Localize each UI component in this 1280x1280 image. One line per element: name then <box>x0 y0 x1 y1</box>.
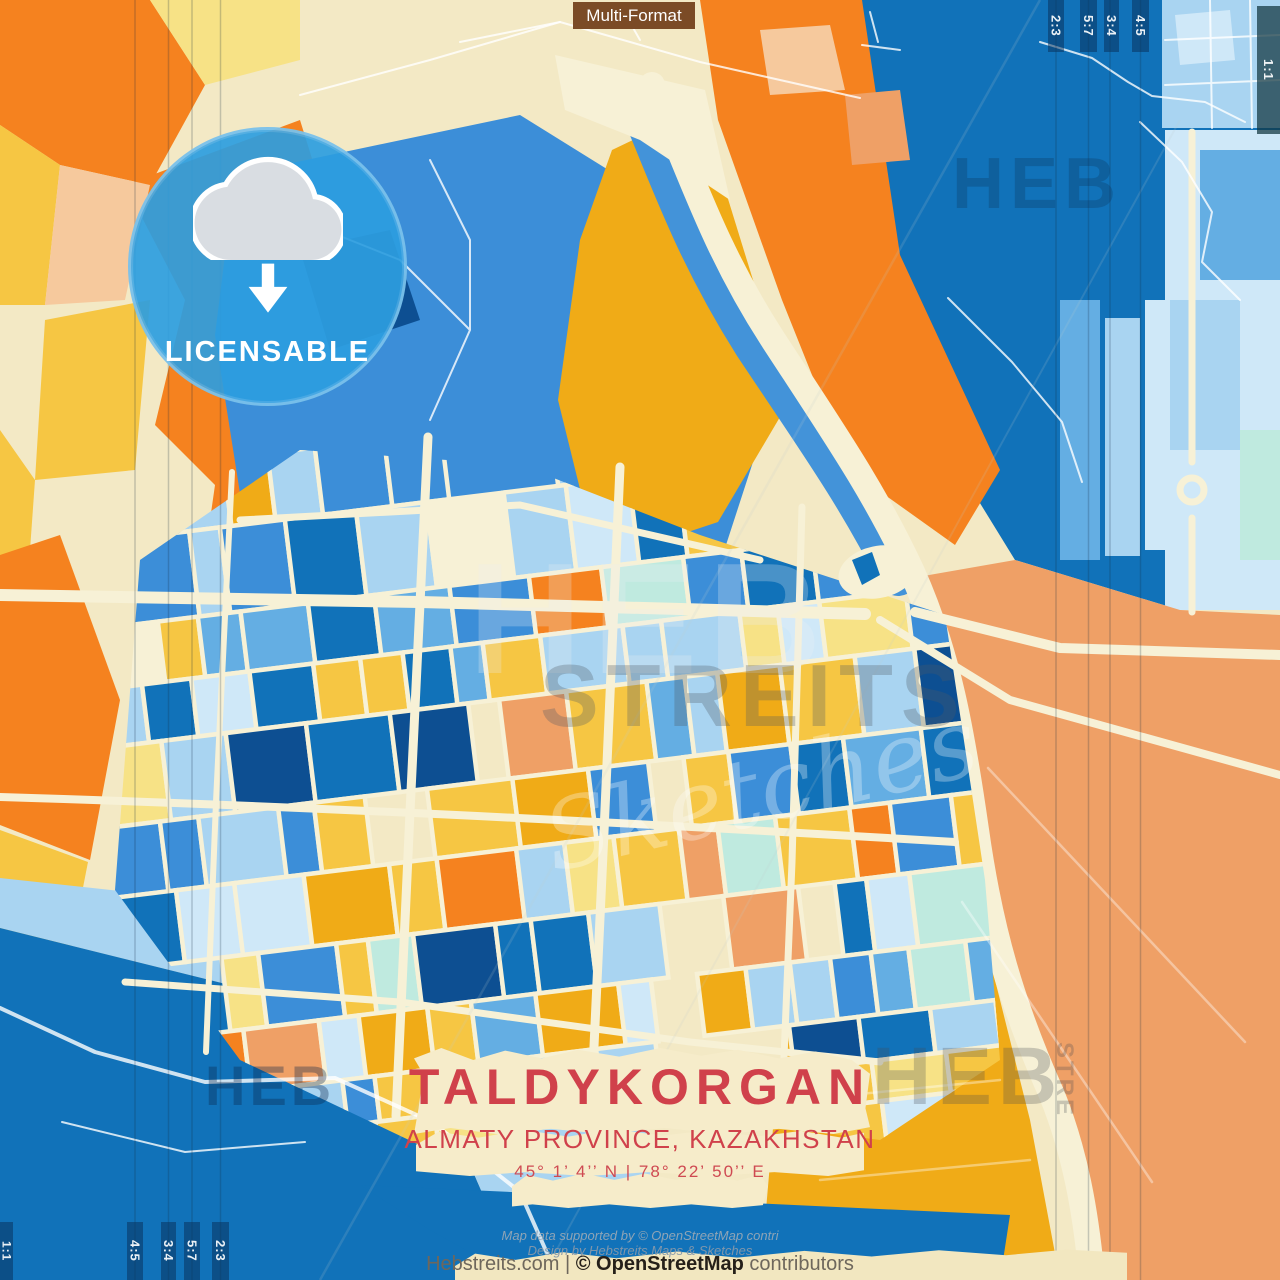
footer-attribution: Hebstreits.com | © OpenStreetMap contrib… <box>290 1253 990 1276</box>
crop-ratio-strip-1-1-left: 1:1 <box>0 1222 14 1280</box>
crop-ratio-strip-2-3-bottom: 2:3 <box>212 1222 229 1280</box>
subtitle-background-blob <box>416 1128 864 1176</box>
multi-format-tag: Multi-Format <box>573 2 695 29</box>
region-subtitle: ALMATY PROVINCE, KAZAKHSTAN <box>404 1124 876 1154</box>
download-arrow-icon <box>248 263 287 313</box>
licensable-badge: LICENSABLE <box>128 127 407 406</box>
licensable-label: LICENSABLE <box>164 336 371 368</box>
footer-site-label: Hebstreits.com | <box>426 1253 576 1275</box>
crop-ratio-strip-5-7-bottom: 5:7 <box>184 1222 200 1280</box>
city-title: TALDYKORGAN <box>408 1059 872 1115</box>
crop-ratio-strip-3-4-bottom: 3:4 <box>161 1222 176 1280</box>
crop-ratio-strip-3-4: 3:4 <box>1104 0 1119 52</box>
footer-osm-label: © OpenStreetMap <box>575 1253 744 1275</box>
crop-ratio-strip-4-5-bottom: 4:5 <box>127 1222 143 1280</box>
crop-ratio-strip-4-5: 4:5 <box>1132 0 1149 52</box>
title-background-blob <box>414 1048 870 1134</box>
crop-ratio-strip-5-7: 5:7 <box>1080 0 1097 52</box>
footer-background-blob <box>455 1249 1127 1280</box>
footer-contributors-label: contributors <box>743 1253 854 1275</box>
cloud-download-icon <box>192 156 343 260</box>
crop-ratio-strip-2-3: 2:3 <box>1048 0 1064 52</box>
title-block: TALDYKORGAN ALMATY PROVINCE, KAZAKHSTAN … <box>390 1042 890 1208</box>
crop-ratio-strip-1-1-right: 1:1 <box>1257 6 1280 134</box>
coordinates-label: 45° 1’ 4’’ N | 78° 22’ 50’’ E <box>514 1162 766 1181</box>
